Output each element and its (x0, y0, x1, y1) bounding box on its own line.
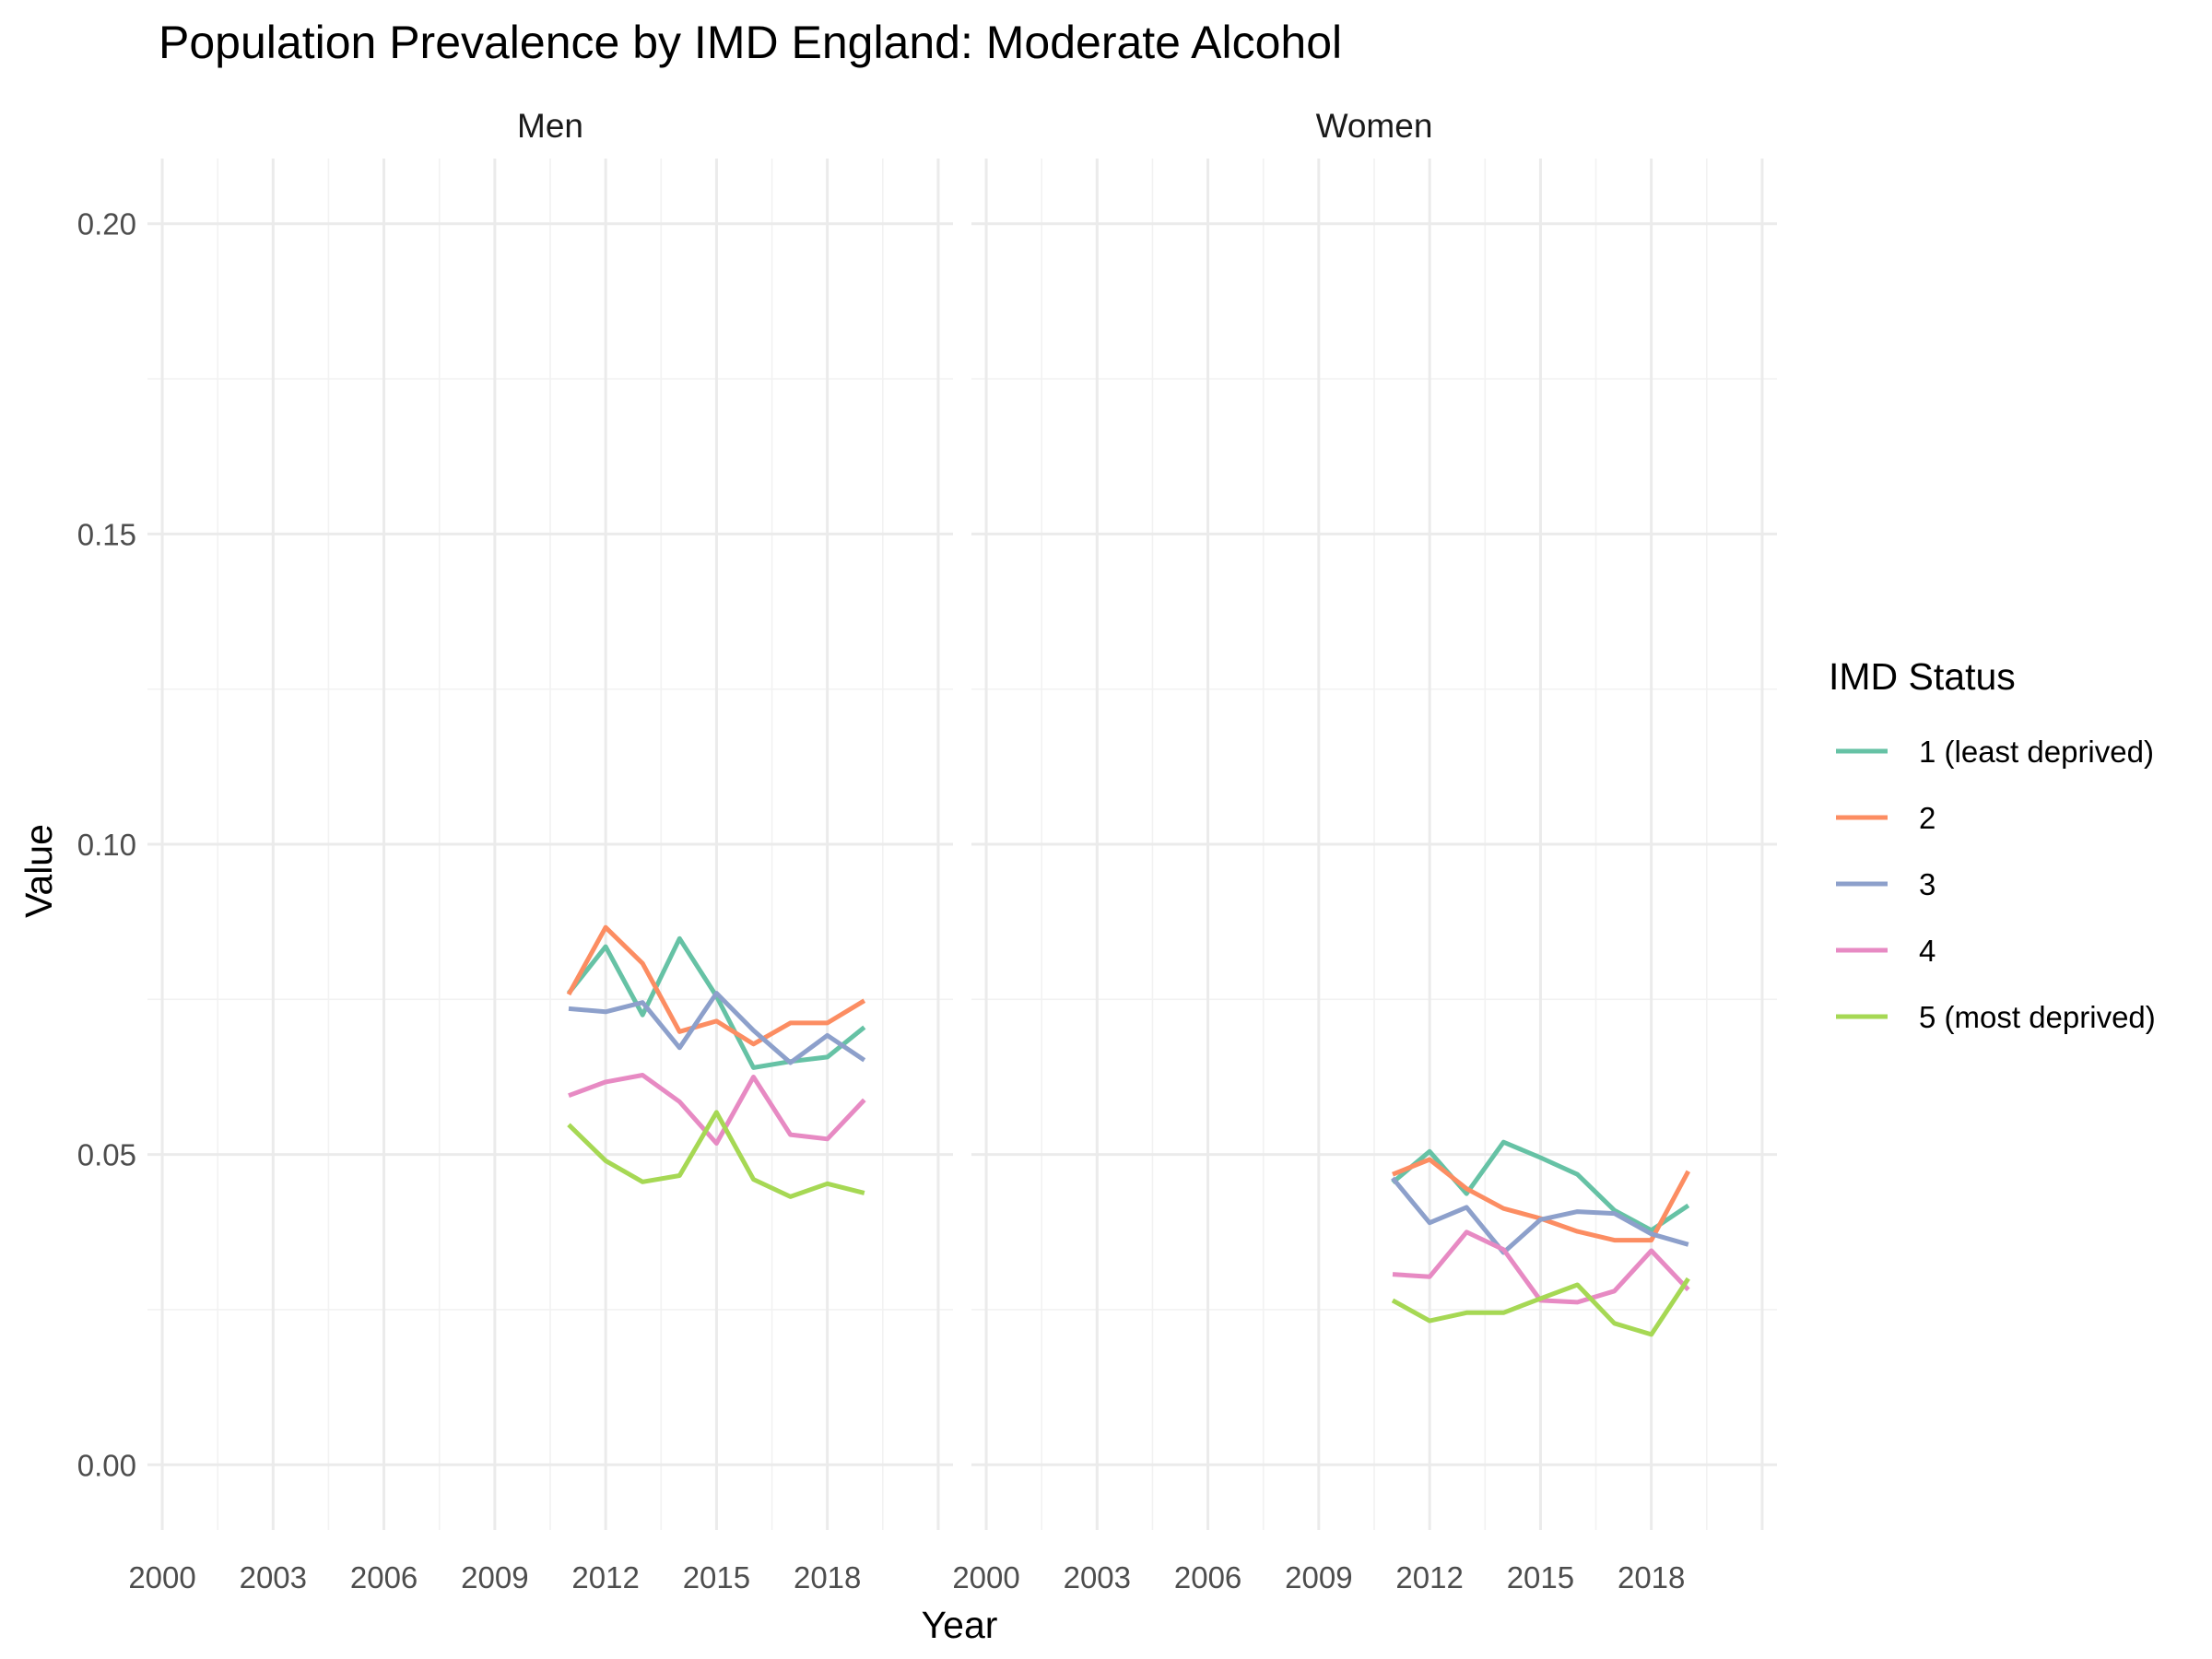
x-tick-label: 2018 (794, 1560, 861, 1594)
series-line-3 (1391, 1176, 1689, 1255)
x-tick-label: 2000 (128, 1560, 195, 1594)
x-tick-label: 2015 (1507, 1560, 1574, 1594)
y-tick-label: 0.20 (77, 207, 136, 241)
legend: IMD Status 1 (least deprived) 2 3 4 5 (most … (1829, 655, 2156, 1034)
x-tick-label: 2012 (1395, 1560, 1463, 1594)
facet-label: Women (1316, 107, 1433, 145)
series-line-2 (566, 924, 866, 1047)
panel-women: Women 2000 2003 2006 2009 2012 2015 2018 (952, 107, 1777, 1594)
panel-men: Men 2000 2003 2006 2009 2012 2015 2018 0.00 0.05 0… (77, 107, 953, 1594)
legend-title: IMD Status (1829, 655, 2016, 698)
legend-label: 1 (least deprived) (1919, 735, 2154, 769)
major-gridlines (971, 159, 1777, 1530)
x-axis-title: Year (922, 1604, 998, 1646)
y-tick-label: 0.00 (77, 1448, 136, 1482)
legend-item: 5 (most deprived) (1836, 1000, 2156, 1034)
y-tick-label: 0.10 (77, 828, 136, 862)
y-tick-label: 0.05 (77, 1138, 136, 1172)
legend-item: 3 (1836, 867, 1936, 901)
series-line-3 (568, 991, 866, 1065)
legend-item: 1 (least deprived) (1836, 735, 2154, 769)
legend-label: 4 (1919, 934, 1936, 968)
chart-title: Population Prevalence by IMD England: Mo… (159, 17, 1342, 68)
series-line-4 (568, 1073, 866, 1146)
legend-label: 3 (1919, 867, 1936, 901)
legend-item: 2 (1836, 801, 1936, 835)
series-line-1 (1391, 1139, 1690, 1233)
panels-layer: Men 2000 2003 2006 2009 2012 2015 2018 0.00 0.05 0… (77, 107, 1777, 1594)
x-tick-label: 2009 (1285, 1560, 1352, 1594)
x-tick-label: 2003 (240, 1560, 307, 1594)
series-line-5 (1391, 1277, 1690, 1337)
x-tick-label: 2000 (952, 1560, 1019, 1594)
legend-item: 4 (1836, 934, 1936, 968)
x-tick-label: 2009 (461, 1560, 528, 1594)
x-tick-label: 2003 (1064, 1560, 1131, 1594)
y-axis-title: Value (18, 824, 60, 918)
legend-label: 2 (1919, 801, 1936, 835)
major-gridlines (147, 159, 953, 1530)
x-tick-label: 2015 (683, 1560, 750, 1594)
legend-label: 5 (most deprived) (1919, 1000, 2156, 1034)
y-tick-label: 0.15 (77, 517, 136, 551)
x-tick-label: 2012 (571, 1560, 639, 1594)
x-tick-label: 2006 (350, 1560, 418, 1594)
facet-label: Men (517, 107, 583, 145)
series-line-5 (567, 1110, 865, 1199)
x-tick-label: 2006 (1174, 1560, 1241, 1594)
x-tick-label: 2018 (1618, 1560, 1685, 1594)
